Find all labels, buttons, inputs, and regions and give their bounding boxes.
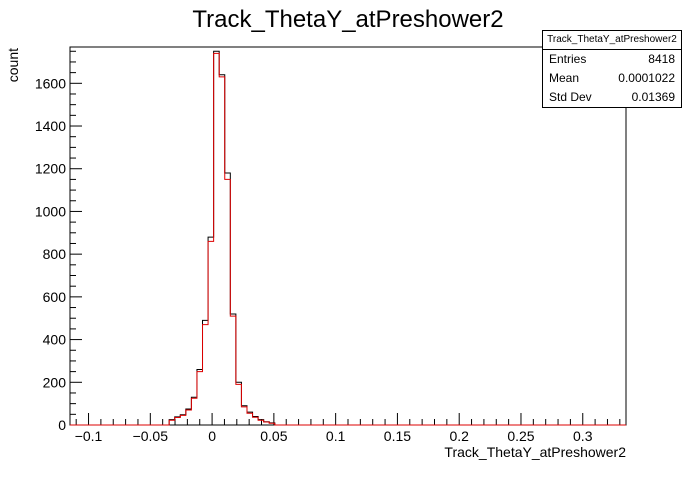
x-tick-label: 0.25 [507, 428, 534, 444]
stats-row-entries: Entries 8418 [543, 50, 681, 69]
stats-row-stddev: Std Dev 0.01369 [543, 88, 681, 107]
y-axis-label: count [5, 48, 21, 82]
series-layer [70, 50, 626, 426]
x-tick-label: 0.2 [449, 428, 469, 444]
y-tick-label: 600 [43, 289, 67, 305]
histogram-bin [258, 420, 264, 425]
stats-box: Track_ThetaY_atPreshower2 Entries 8418 M… [542, 30, 682, 108]
histogram-bin [225, 179, 231, 425]
histogram-bin [191, 398, 197, 425]
histogram-bin [191, 397, 197, 425]
histogram-bin [241, 406, 247, 425]
histogram-bin [236, 384, 242, 425]
y-tick-label: 0 [58, 417, 66, 433]
histogram-bin [241, 407, 247, 425]
histogram-series-2 [70, 52, 626, 426]
stats-label: Entries [549, 52, 587, 66]
x-tick-label: 0.3 [573, 428, 593, 444]
histogram-bin [180, 415, 186, 425]
axes: 0 200 400 600 800 1000 1200 1400 1600 −0.1 −0.05 0 0… [35, 46, 627, 444]
x-tick-label: 0 [208, 428, 216, 444]
histogram-bin [186, 410, 192, 425]
histogram-bin [175, 417, 181, 425]
histogram-bin [236, 382, 242, 425]
y-tick-label: 1600 [35, 75, 66, 91]
y-tick-label: 800 [43, 246, 67, 262]
histogram-bin [208, 237, 214, 425]
histogram-bin [180, 415, 186, 425]
histogram-bin [225, 173, 231, 425]
histogram-bin [203, 325, 209, 425]
stats-label: Mean [549, 71, 580, 85]
histogram-bin [186, 409, 192, 425]
x-tick-label: 0.1 [326, 428, 346, 444]
x-tick-label: −0.1 [75, 428, 103, 444]
stats-row-mean: Mean 0.0001022 [543, 69, 681, 88]
histogram-bin [230, 314, 236, 425]
x-axis-label: Track_ThetaY_atPreshower2 [444, 444, 626, 460]
stats-value: 8418 [648, 52, 675, 66]
histogram-bin [219, 77, 225, 425]
y-tick-label: 200 [43, 374, 67, 390]
y-tick-label: 400 [43, 332, 67, 348]
histogram-bin [175, 418, 181, 425]
histogram-bin [169, 420, 175, 425]
histogram-bin [247, 412, 253, 425]
x-tick-label: 0.05 [260, 428, 287, 444]
histogram-bin [230, 316, 236, 425]
histogram-bin [197, 369, 203, 425]
stats-label: Std Dev [549, 90, 592, 104]
stats-title: Track_ThetaY_atPreshower2 [543, 31, 681, 50]
histogram-bin [203, 320, 209, 425]
x-tick-label: −0.05 [133, 428, 169, 444]
histogram-bin [214, 53, 220, 425]
histogram-bin [208, 241, 214, 425]
y-tick-label: 1400 [35, 118, 66, 134]
chart-title: Track_ThetaY_atPreshower2 [192, 6, 503, 33]
y-tick-label: 1000 [35, 203, 66, 219]
histogram-bin [197, 372, 203, 425]
y-tick-label: 1200 [35, 161, 66, 177]
histogram-series-1 [70, 50, 626, 426]
histogram-bin [247, 413, 253, 425]
histogram-bin [253, 417, 259, 425]
histogram-bin [219, 75, 225, 425]
x-tick-label: 0.15 [384, 428, 411, 444]
stats-value: 0.0001022 [618, 71, 675, 85]
histogram-bin [214, 51, 220, 425]
stats-value: 0.01369 [631, 90, 675, 104]
